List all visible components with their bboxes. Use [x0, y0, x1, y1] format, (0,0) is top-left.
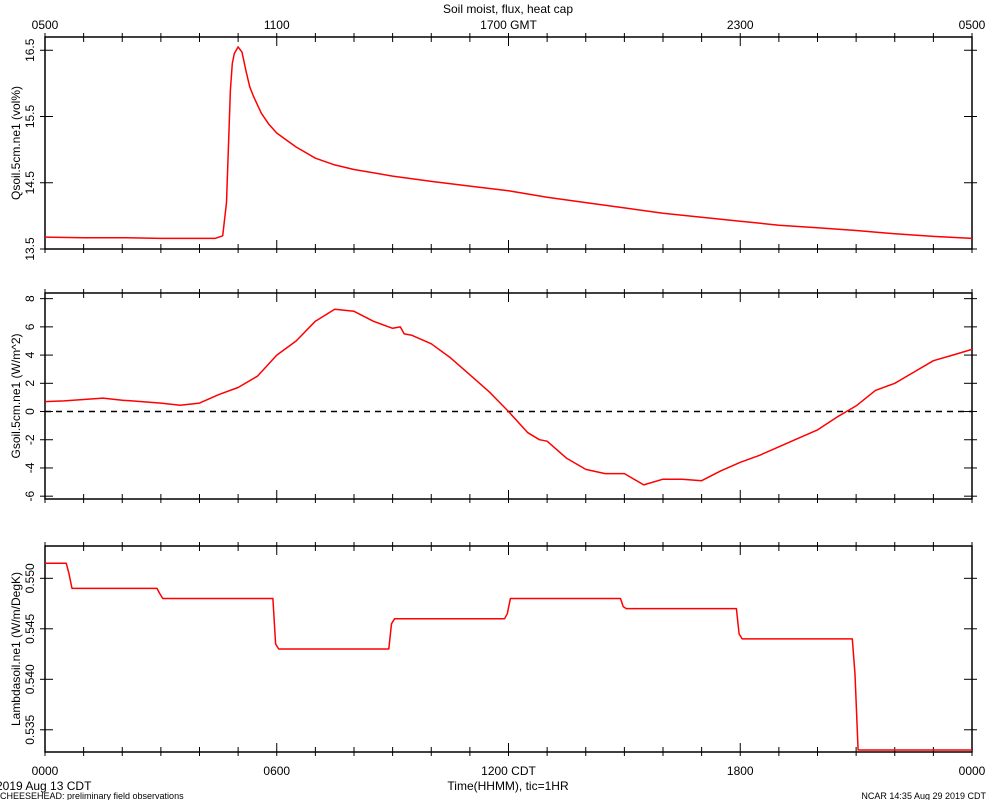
plot-frame — [44, 292, 973, 500]
y-tick-label: 0.545 — [23, 613, 37, 643]
y-axis-label: Qsoil.5cm.ne1 (vol%) — [9, 86, 23, 200]
y-tick-label: -2 — [23, 434, 37, 445]
series-line — [44, 308, 973, 486]
y-tick-label: 8 — [23, 295, 37, 302]
y-tick-label: 0.540 — [23, 664, 37, 694]
bottom-x-tick-label: 0000 — [32, 764, 59, 778]
x-axis-label: Time(HHMM), tic=1HR — [447, 779, 569, 793]
y-tick-label: -6 — [23, 491, 37, 502]
top-x-tick-label: 1700 GMT — [480, 18, 537, 32]
bottom-x-tick-label: 1800 — [727, 764, 754, 778]
chart-panels: 13.5 14.5 15.5 16.5 Qsoil.5cm.ne1 (vol%) -6 -4… — [9, 18, 986, 778]
bottom-x-tick-label: 0600 — [263, 764, 290, 778]
y-tick-label: 0 — [23, 408, 37, 415]
chart-title: Soil moist, flux, heat cap — [443, 2, 573, 16]
y-tick-label: -4 — [23, 462, 37, 473]
y-tick-label: 0.550 — [23, 563, 37, 593]
bottom-x-tick-label: 1200 CDT — [481, 764, 536, 778]
bottom-x-tick-label: 0000 — [959, 764, 986, 778]
y-axis-label: Lambdasoil.ne1 (W/m/DegK) — [9, 572, 23, 726]
top-x-tick-label: 2300 — [727, 18, 754, 32]
top-x-tick-label: 1100 — [264, 18, 290, 32]
plot-frame — [44, 36, 973, 250]
y-tick-label: 16.5 — [23, 38, 37, 62]
y-tick-label: 0.535 — [23, 714, 37, 744]
plot-frame — [44, 545, 973, 753]
top-x-tick-label: 0500 — [959, 18, 986, 32]
date-label: 2019 Aug 13 CDT — [0, 779, 92, 793]
series-line — [44, 46, 973, 240]
footer-right: NCAR 14:35 Aug 29 2019 CDT — [861, 791, 986, 800]
y-tick-label: 14.5 — [23, 171, 37, 195]
series-line — [45, 562, 972, 751]
y-tick-label: 6 — [23, 323, 37, 330]
y-tick-label: 13.5 — [23, 237, 37, 261]
y-axis-label: Gsoil.5cm.ne1 (W/m^2) — [9, 334, 23, 459]
y-tick-label: 2 — [23, 380, 37, 387]
footer-left: CHEESEHEAD: preliminary field observatio… — [0, 791, 184, 800]
y-tick-label: 15.5 — [23, 104, 37, 128]
y-tick-label: 4 — [23, 351, 37, 358]
top-x-tick-label: 0500 — [32, 18, 59, 32]
chart-panel-2: -6 -4 -2 0 2 4 6 8 Gsoil.5cm.ne1 (W/m^2) — [9, 289, 977, 503]
chart-panel-1: 13.5 14.5 15.5 16.5 Qsoil.5cm.ne1 (vol%) — [9, 33, 977, 261]
